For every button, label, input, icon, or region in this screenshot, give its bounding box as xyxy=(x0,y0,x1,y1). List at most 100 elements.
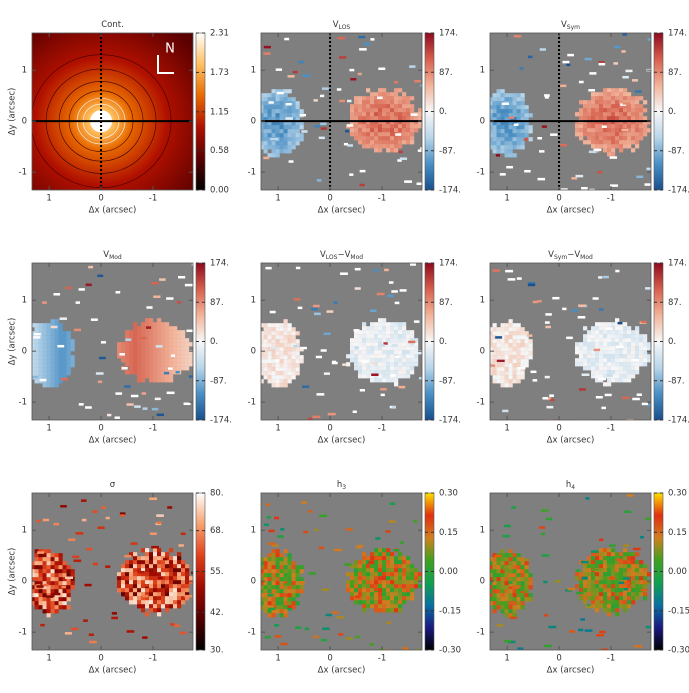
map-pixel xyxy=(38,359,43,364)
map-pixel xyxy=(157,556,162,561)
map-pixel xyxy=(496,597,501,602)
map-pixel xyxy=(157,334,162,339)
map-pixel xyxy=(279,589,284,594)
map-pixel xyxy=(512,379,517,384)
map-pixel xyxy=(406,104,411,109)
map-pixel xyxy=(512,565,517,570)
map-pixel xyxy=(520,343,525,348)
map-pixel xyxy=(631,342,636,347)
map-pixel xyxy=(627,120,632,125)
map-pixel xyxy=(627,108,632,113)
map-pixel xyxy=(492,343,497,348)
map-pixel xyxy=(46,553,51,558)
map-pixel xyxy=(615,576,620,581)
map-pixel xyxy=(587,572,592,577)
map-pixel xyxy=(603,556,608,561)
map-pixel xyxy=(611,88,616,93)
map-pixel xyxy=(266,516,271,519)
map-pixel xyxy=(149,358,154,363)
map-pixel xyxy=(406,556,411,561)
map-pixel xyxy=(62,351,67,356)
map-pixel xyxy=(410,96,415,101)
map-pixel xyxy=(287,577,292,582)
map-pixel xyxy=(406,96,411,101)
map-pixel xyxy=(508,585,513,590)
map-pixel xyxy=(496,624,504,627)
map-pixel xyxy=(358,588,363,593)
map-pixel xyxy=(252,137,256,141)
map-pixel xyxy=(378,568,383,573)
map-pixel xyxy=(508,97,513,102)
map-pixel xyxy=(54,371,59,376)
map-pixel xyxy=(635,144,640,149)
map-pixel xyxy=(410,330,415,335)
map-pixel xyxy=(189,358,193,363)
map-pixel xyxy=(492,569,497,574)
map-pixel xyxy=(516,347,521,352)
map-pixel xyxy=(275,153,280,158)
map-pixel xyxy=(271,383,276,388)
map-pixel xyxy=(406,124,411,129)
map-pixel xyxy=(185,564,190,569)
map-pixel xyxy=(591,104,596,109)
map-pixel xyxy=(165,330,170,335)
map-pixel xyxy=(279,347,284,352)
map-pixel xyxy=(362,116,367,121)
map-pixel xyxy=(38,593,43,598)
map-pixel xyxy=(366,568,371,573)
map-pixel xyxy=(398,600,403,605)
map-pixel xyxy=(358,338,363,343)
map xyxy=(261,493,422,650)
map-pixel xyxy=(354,595,361,599)
map-pixel xyxy=(263,339,268,344)
map-pixel xyxy=(287,339,292,344)
map-pixel xyxy=(173,572,178,577)
map-pixel xyxy=(378,560,383,565)
map-pixel xyxy=(607,382,612,387)
map-pixel xyxy=(640,320,647,324)
map-pixel xyxy=(627,556,632,561)
map-pixel xyxy=(603,608,608,613)
map-pixel xyxy=(508,581,513,586)
x-axis-label: Δx (arcsec) xyxy=(89,206,137,216)
map-pixel xyxy=(183,402,191,406)
map-pixel xyxy=(406,350,411,355)
map-pixel xyxy=(64,632,72,635)
map-pixel xyxy=(267,593,274,597)
map-pixel xyxy=(485,565,489,569)
map-pixel xyxy=(191,571,193,575)
map-pixel xyxy=(619,350,624,355)
map-pixel xyxy=(386,366,391,371)
map-pixel xyxy=(362,580,367,585)
map-pixel xyxy=(591,596,596,601)
map-pixel xyxy=(352,410,357,414)
map-pixel xyxy=(504,327,509,332)
map-pixel xyxy=(137,378,142,383)
map-pixel xyxy=(88,265,94,269)
map-pixel xyxy=(631,556,636,561)
map-pixel xyxy=(397,159,402,162)
map-pixel xyxy=(383,342,388,345)
map-pixel xyxy=(45,595,53,598)
map-pixel xyxy=(592,297,599,300)
map-pixel xyxy=(402,564,407,569)
map-pixel xyxy=(611,564,616,569)
map-pixel xyxy=(406,568,411,573)
map-pixel xyxy=(611,342,616,347)
map-pixel xyxy=(504,561,509,566)
map-pixel xyxy=(267,145,272,150)
map-pixel xyxy=(504,145,509,150)
map-pixel xyxy=(611,124,616,129)
map-pixel xyxy=(295,626,302,629)
map-pixel xyxy=(169,342,174,347)
map-pixel xyxy=(283,141,288,146)
map-pixel xyxy=(119,512,126,515)
map-pixel xyxy=(275,121,280,126)
map-pixel xyxy=(625,69,633,73)
map-pixel xyxy=(635,580,640,585)
map-pixel xyxy=(643,354,648,359)
map-pixel xyxy=(153,330,158,335)
map-pixel xyxy=(141,392,147,395)
map-pixel xyxy=(575,569,581,572)
map-pixel xyxy=(366,572,371,577)
